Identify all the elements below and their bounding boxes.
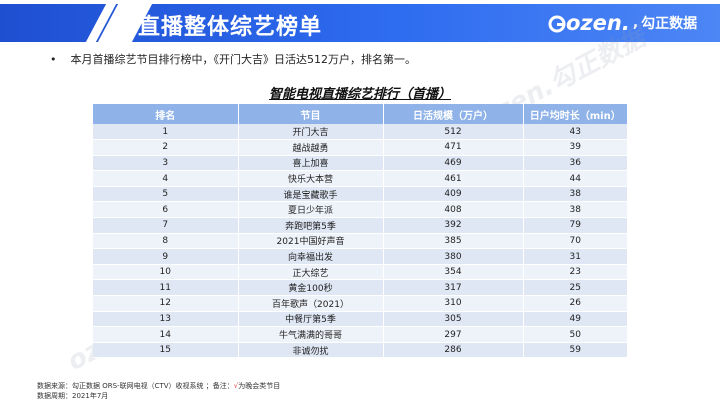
table-row: 7 奔跑吧第5季 392 79	[93, 217, 627, 234]
table-title: 智能电视直播综艺排行（首播）	[268, 87, 451, 102]
evening-gala-mark: √	[233, 382, 239, 390]
footer: 数据来源：勾正数据 ORS-联网电视（CTV）收视系统 ；备注：√为晚会类节目 …	[37, 381, 280, 401]
cell-program: 谁是宝藏歌手	[238, 186, 384, 203]
cell-daily-active: 305	[383, 311, 524, 328]
cell-avg-duration: 44	[523, 170, 627, 187]
page-title: 直播整体综艺榜单	[138, 15, 323, 40]
logo-separator: ,	[632, 15, 639, 31]
cell-avg-duration: 26	[523, 295, 627, 312]
cell-daily-active: 471	[383, 139, 524, 156]
cell-program: 中餐厅第5季	[238, 311, 384, 328]
table-row: 10 正大综艺 354 23	[93, 264, 627, 281]
brand-logo-mark: ozen.	[548, 11, 630, 35]
cell-rank: 2	[93, 139, 239, 156]
table-row: 13 中餐厅第5季 305 49	[93, 311, 627, 328]
cell-avg-duration: 43	[523, 124, 627, 141]
cell-daily-active: 380	[383, 248, 524, 265]
cell-rank: 1	[93, 124, 239, 141]
cell-program: 越战越勇	[238, 139, 384, 156]
cell-daily-active: 512	[383, 124, 524, 141]
cell-avg-duration: 38	[523, 201, 627, 219]
cell-daily-active: 461	[383, 170, 524, 187]
table-row: 5 谁是宝藏歌手 409 38	[93, 186, 627, 203]
cell-program: 奔跑吧第5季	[238, 217, 384, 234]
cell-program: 非诚勿扰	[238, 342, 384, 359]
cell-daily-active: 286	[383, 342, 524, 359]
cell-rank: 3	[93, 155, 239, 172]
cell-daily-active: 392	[383, 217, 524, 234]
table-row: 4 快乐大本营 461 44	[93, 170, 627, 187]
cell-program: 牛气满满的哥哥	[238, 326, 384, 343]
cell-rank: 15	[93, 342, 239, 359]
cell-avg-duration: 36	[523, 155, 627, 172]
bullet-icon: •	[50, 52, 57, 66]
cell-rank: 5	[93, 186, 239, 203]
cell-avg-duration: 23	[523, 264, 627, 281]
footer-period: 数据周期：2021年7月	[37, 392, 109, 400]
cell-program: 黄金100秒	[238, 279, 384, 297]
summary-line: • 本月首播综艺节目排行榜中，《开门大吉》日活达512万户，排名第一。	[50, 51, 416, 67]
column-header-rank: 排名	[93, 104, 239, 124]
cell-program: 快乐大本营	[238, 170, 384, 187]
cell-daily-active: 469	[383, 155, 524, 172]
cell-avg-duration: 38	[523, 186, 627, 203]
table-row: 11 黄金100秒 317 25	[93, 279, 627, 297]
table-row: 12 百年歌声（2021） 310 26	[93, 295, 627, 312]
cell-daily-active: 408	[383, 201, 524, 219]
column-header-daily-active: 日活规模（万户）	[383, 104, 524, 124]
cell-program: 夏日少年派	[238, 201, 384, 219]
cell-rank: 4	[93, 170, 239, 187]
table-row: 1 开门大吉 512 43	[93, 124, 627, 141]
cell-program: 百年歌声（2021）	[238, 295, 384, 312]
cell-avg-duration: 50	[523, 326, 627, 343]
table-header-row: 排名 节目 日活规模（万户） 日户均时长（min）	[93, 104, 627, 124]
cell-rank: 9	[93, 248, 239, 265]
cell-avg-duration: 31	[523, 248, 627, 265]
cell-daily-active: 317	[383, 279, 524, 297]
cell-rank: 10	[93, 264, 239, 281]
cell-avg-duration: 49	[523, 311, 627, 328]
cell-daily-active: 385	[383, 233, 524, 250]
cell-program: 2021中国好声音	[238, 233, 384, 250]
table-row: 3 喜上加喜 469 36	[93, 155, 627, 172]
cell-program: 开门大吉	[238, 124, 384, 141]
table-row: 9 向幸福出发 380 31	[93, 248, 627, 265]
cell-rank: 11	[93, 279, 239, 297]
cell-program: 喜上加喜	[238, 155, 384, 172]
brand-logo: ozen. , 勾正数据	[548, 9, 697, 37]
page-header: 直播整体综艺榜单 ozen. , 勾正数据	[0, 0, 720, 45]
footer-source-suffix: 为晚会类节目	[238, 382, 281, 390]
table-row: 2 越战越勇 471 39	[93, 139, 627, 156]
cell-daily-active: 310	[383, 295, 524, 312]
table-body: 1 开门大吉 512 43 2 越战越勇 471 39 3 喜上加喜 469 36 4 快乐大本营 461 4…	[93, 124, 627, 359]
column-header-avg-duration: 日户均时长（min）	[523, 104, 627, 124]
cell-daily-active: 354	[383, 264, 524, 281]
cell-avg-duration: 70	[523, 233, 627, 250]
footer-source: 数据来源：勾正数据 ORS-联网电视（CTV）收视系统 ；备注：√为晚会类节目	[37, 381, 280, 391]
cell-daily-active: 409	[383, 186, 524, 203]
table-row: 14 牛气满满的哥哥 297 50	[93, 326, 627, 343]
summary-text: 本月首播综艺节目排行榜中，《开门大吉》日活达512万户，排名第一。	[70, 53, 417, 66]
cell-rank: 6	[93, 201, 239, 219]
footer-source-prefix: 数据来源：勾正数据 ORS-联网电视（CTV）收视系统 ；备注：	[37, 382, 234, 390]
cell-avg-duration: 59	[523, 342, 627, 359]
cell-avg-duration: 25	[523, 279, 627, 297]
cell-avg-duration: 79	[523, 217, 627, 234]
brand-logo-text: 勾正数据	[641, 16, 698, 32]
table-row: 8 2021中国好声音 385 70	[93, 233, 627, 250]
cell-program: 正大综艺	[238, 264, 384, 281]
logo-g-icon	[548, 15, 566, 33]
cell-daily-active: 297	[383, 326, 524, 343]
cell-program: 向幸福出发	[238, 248, 384, 265]
cell-rank: 13	[93, 311, 239, 328]
column-header-program: 节目	[238, 104, 384, 124]
cell-rank: 7	[93, 217, 239, 234]
ranking-table: 排名 节目 日活规模（万户） 日户均时长（min） 1 开门大吉 512 43 2 越战越…	[93, 104, 627, 359]
table-row: 6 夏日少年派 408 38	[93, 201, 627, 219]
cell-rank: 8	[93, 233, 239, 250]
cell-rank: 14	[93, 326, 239, 343]
table-row: 15 非诚勿扰 286 59	[93, 342, 627, 359]
cell-rank: 12	[93, 295, 239, 312]
cell-avg-duration: 39	[523, 139, 627, 156]
